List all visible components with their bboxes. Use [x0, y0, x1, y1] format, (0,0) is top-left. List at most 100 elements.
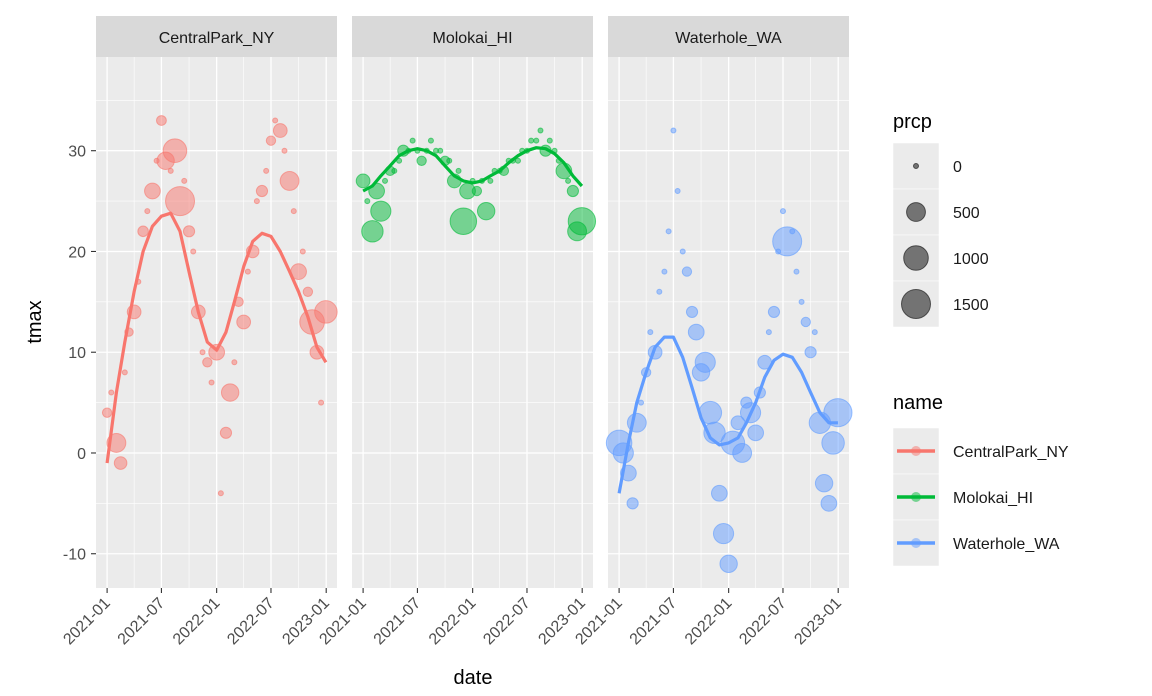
data-point	[314, 300, 338, 324]
data-point	[800, 316, 811, 328]
y-tick-label: 20	[68, 244, 86, 261]
data-point	[265, 135, 277, 146]
data-point	[567, 207, 597, 236]
data-point	[113, 456, 128, 470]
data-point	[719, 554, 738, 574]
data-point	[798, 298, 805, 305]
data-point	[355, 173, 371, 189]
data-point	[370, 200, 392, 222]
y-tick-label: 30	[68, 144, 86, 161]
data-point	[514, 157, 521, 164]
legend-size-circle	[901, 289, 931, 319]
data-point	[449, 207, 478, 235]
legend-title: prcp	[893, 111, 932, 133]
data-point	[182, 225, 196, 238]
data-point	[793, 268, 800, 275]
data-point	[167, 167, 174, 174]
legend-size-circle	[913, 163, 919, 169]
data-point	[823, 398, 853, 428]
legend-size-circle	[906, 202, 926, 222]
y-axis-title: tmax	[24, 300, 46, 343]
data-point	[656, 288, 663, 295]
data-point	[318, 399, 325, 406]
data-point	[681, 266, 693, 277]
x-tick-label: 2022-01	[682, 595, 736, 649]
data-point	[638, 399, 645, 406]
data-point	[144, 182, 161, 200]
facet-strip-label: Molokai_HI	[432, 30, 512, 47]
data-point	[364, 198, 371, 205]
data-point	[144, 208, 151, 215]
data-point	[679, 248, 686, 255]
data-point	[219, 426, 233, 439]
facet-strip-label: Waterhole_WA	[675, 30, 782, 47]
data-point	[804, 346, 817, 359]
x-axis-title: date	[454, 667, 493, 689]
legend-label: CentralPark_NY	[953, 444, 1069, 461]
facet-strip	[96, 16, 337, 57]
x-tick-label: 2021-07	[115, 595, 169, 649]
data-point	[694, 351, 716, 373]
facet-strip	[608, 16, 849, 57]
legend-label: 500	[953, 205, 980, 222]
y-tick-label: 0	[77, 446, 86, 463]
data-point	[732, 443, 753, 463]
data-point	[299, 248, 306, 255]
x-tick-label: 2022-07	[480, 595, 534, 649]
x-tick-label: 2021-07	[627, 595, 681, 649]
data-point	[121, 369, 128, 376]
smooth-line	[362, 146, 584, 193]
data-point	[712, 523, 735, 545]
data-point	[409, 137, 416, 144]
data-point	[202, 357, 213, 368]
legend-label: Molokai_HI	[953, 490, 1033, 507]
smooth-line	[617, 335, 838, 494]
data-point	[263, 167, 270, 174]
facet-strip	[352, 16, 593, 57]
data-point	[566, 184, 579, 198]
data-point	[302, 286, 314, 297]
data-point	[217, 490, 224, 497]
data-point	[487, 177, 494, 184]
data-point	[416, 155, 427, 166]
data-point	[427, 137, 434, 144]
x-tick-label: 2022-07	[224, 595, 278, 649]
data-point	[767, 305, 781, 319]
data-point	[647, 329, 654, 336]
data-point	[244, 268, 251, 275]
facet-panel-centralpark_ny: CentralPark_NY 2021-01 2021-07 2022-01 2022-…	[60, 16, 338, 649]
data-point	[814, 474, 834, 493]
legend-prcp: prcp 0 500 1000 1500	[892, 111, 989, 328]
legend-label: Waterhole_WA	[953, 536, 1060, 553]
legend-point	[911, 446, 921, 456]
smooth-line	[105, 211, 328, 464]
legend-label: 1000	[953, 251, 989, 268]
data-point	[565, 177, 572, 184]
data-point	[747, 424, 765, 442]
data-point	[811, 329, 818, 336]
data-point	[772, 226, 803, 257]
data-point	[437, 147, 444, 154]
legend-title: name	[893, 392, 943, 414]
data-point	[290, 208, 297, 215]
data-point	[626, 497, 639, 510]
data-point	[612, 442, 634, 464]
y-tick-label: -10	[63, 547, 86, 564]
data-point	[789, 228, 796, 235]
legend-name: name CentralPark_NY Molokai_HI Waterhole_WA	[892, 392, 1069, 567]
data-point	[181, 177, 188, 184]
data-point	[190, 248, 197, 255]
data-point	[199, 349, 206, 356]
data-point	[391, 167, 398, 174]
data-point	[685, 305, 699, 319]
x-tick-label: 2022-01	[426, 595, 480, 649]
data-point	[710, 484, 728, 502]
data-point	[661, 268, 668, 275]
data-point	[533, 137, 540, 144]
data-point	[208, 379, 215, 386]
data-point	[820, 494, 838, 512]
data-point	[382, 177, 389, 184]
data-point	[665, 228, 672, 235]
legend-point	[911, 492, 921, 502]
